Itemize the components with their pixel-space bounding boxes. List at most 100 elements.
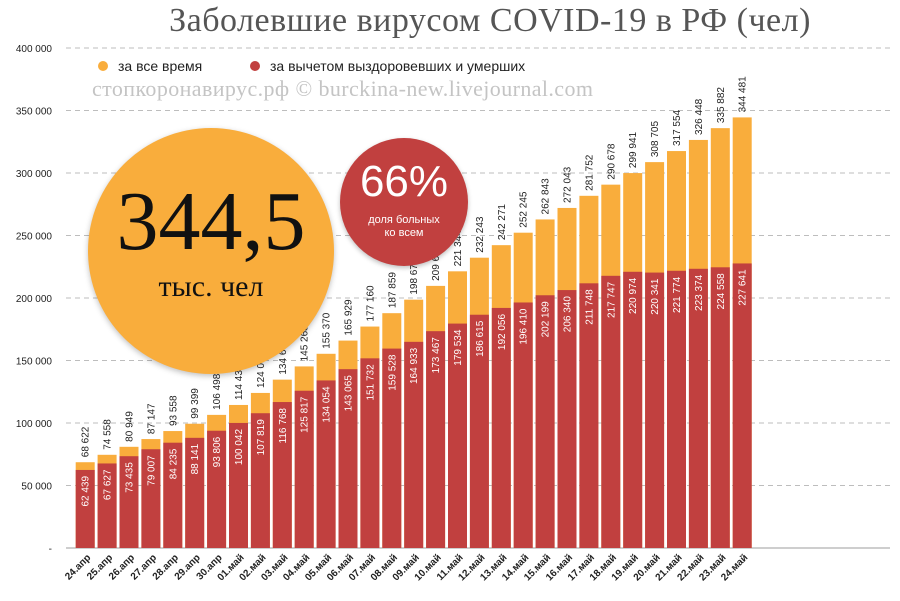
y-axis-ticks: - 50 000 100 000 150 000 200 000 250 000 300 0…	[16, 44, 53, 555]
data-label-active: 202 199	[541, 301, 552, 338]
data-label-active: 223 374	[694, 274, 705, 311]
y-tick-label: 200 000	[16, 294, 53, 305]
data-label-total: 114 431	[234, 364, 245, 400]
bar-active	[426, 331, 446, 548]
data-label-active: 192 056	[497, 314, 508, 351]
bar-active	[448, 323, 467, 548]
y-tick-label: 50 000	[21, 482, 52, 493]
legend-label-active: за вычетом выздоровевших и умерших	[270, 58, 526, 74]
data-label-active: 100 042	[234, 429, 245, 466]
data-label-total: 177 160	[365, 285, 376, 322]
bar-active	[338, 369, 358, 548]
data-label-total: 198 676	[409, 258, 420, 295]
data-label-total: 124 054	[256, 351, 267, 388]
data-label-total: 74 558	[103, 419, 114, 450]
data-label-total: 242 271	[497, 204, 508, 241]
data-label-active: 221 774	[672, 276, 683, 313]
bar-active	[97, 463, 117, 548]
data-label-total: 221 344	[453, 230, 464, 267]
data-label-total: 145 268	[300, 325, 311, 362]
data-label-active: 179 534	[453, 329, 464, 366]
data-label-total: 262 843	[541, 178, 552, 215]
data-label-active: 107 819	[256, 419, 267, 456]
data-label-active: 159 528	[387, 354, 398, 391]
data-label-active: 206 340	[563, 296, 574, 333]
watermark: стопкоронавирус.рф © burckina-new.livejo…	[92, 76, 594, 101]
bar-active	[535, 295, 555, 548]
total-callout-unit: тыс. чел	[158, 270, 264, 303]
share-callout-caption-line1: доля больных	[368, 214, 440, 226]
data-label-total: 106 498	[212, 373, 223, 410]
data-label-active: 67 627	[103, 469, 114, 500]
bar-active	[272, 402, 292, 548]
legend-swatch-total	[98, 61, 108, 71]
bar-active	[382, 348, 402, 548]
y-tick-label: 300 000	[16, 169, 53, 180]
data-label-total: 335 882	[716, 87, 727, 124]
data-label-total: 308 705	[650, 121, 661, 158]
data-label-total: 290 678	[606, 143, 617, 180]
data-label-active: 125 817	[300, 396, 311, 433]
data-label-total: 155 370	[322, 312, 333, 349]
bar-active	[141, 449, 161, 548]
data-label-active: 220 341	[650, 278, 661, 315]
data-label-active: 88 141	[190, 443, 201, 474]
data-label-active: 134 054	[322, 386, 333, 423]
data-label-total: 187 859	[387, 272, 398, 309]
y-tick-label: 250 000	[16, 232, 53, 243]
y-tick-label: 350 000	[16, 107, 53, 118]
bar-active	[163, 442, 183, 548]
share-callout: 66% доля больных ко всем	[340, 138, 468, 266]
data-label-active: 224 558	[716, 273, 727, 310]
legend-label-total: за все время	[118, 58, 203, 74]
data-label-total: 134 687	[278, 338, 289, 375]
data-label-total: 317 554	[672, 109, 683, 146]
bar-active	[557, 290, 577, 548]
bar-active	[316, 380, 336, 548]
data-label-active: 79 007	[146, 455, 157, 486]
data-label-active: 196 410	[519, 308, 530, 345]
bar-active	[207, 430, 227, 548]
data-label-total: 299 941	[628, 131, 639, 168]
bar-active	[688, 268, 708, 548]
data-label-total: 209 688	[431, 244, 442, 281]
data-label-active: 173 467	[431, 337, 442, 374]
data-label-active: 151 732	[365, 364, 376, 401]
data-label-active: 73 435	[125, 462, 136, 493]
data-label-total: 252 245	[519, 191, 530, 228]
bar-active	[119, 456, 139, 548]
legend-item-active: за вычетом выздоровевших и умерших	[250, 58, 525, 74]
share-callout-caption-line2: ко всем	[384, 227, 424, 239]
data-label-active: 143 065	[344, 375, 355, 412]
legend-swatch-active	[250, 61, 260, 71]
data-label-active: 186 615	[475, 320, 486, 357]
bar-active	[579, 283, 599, 548]
data-label-active: 227 641	[738, 269, 749, 306]
data-label-total: 272 043	[563, 166, 574, 203]
data-label-active: 211 748	[584, 289, 595, 325]
bar-active	[294, 390, 314, 548]
share-callout-value: 66%	[359, 157, 449, 206]
data-label-total: 68 622	[81, 426, 92, 457]
bar-active	[513, 302, 533, 548]
data-label-total: 165 929	[344, 299, 355, 336]
data-label-active: 116 768	[278, 408, 289, 444]
bar-active	[601, 275, 621, 548]
data-label-total: 99 399	[190, 388, 201, 419]
bar-active	[645, 272, 665, 548]
bar-active	[732, 263, 752, 548]
bars: 68 622 62 439 74 558 67 627 80 949 73 435 87 1…	[75, 76, 752, 549]
bar-active	[623, 271, 643, 548]
y-tick-label: 400 000	[16, 44, 53, 55]
data-label-active: 62 439	[81, 476, 92, 507]
data-label-active: 217 747	[606, 281, 617, 318]
chart-title: Заболевшие вирусом COVID-19 в РФ (чел)	[169, 2, 811, 39]
bar-active	[360, 358, 380, 548]
data-label-total: 93 558	[168, 395, 179, 426]
data-label-active: 84 235	[168, 448, 179, 479]
bar-active	[710, 267, 730, 548]
data-label-total: 326 448	[694, 98, 705, 135]
bar-active	[250, 413, 270, 548]
bar-active	[491, 307, 511, 548]
